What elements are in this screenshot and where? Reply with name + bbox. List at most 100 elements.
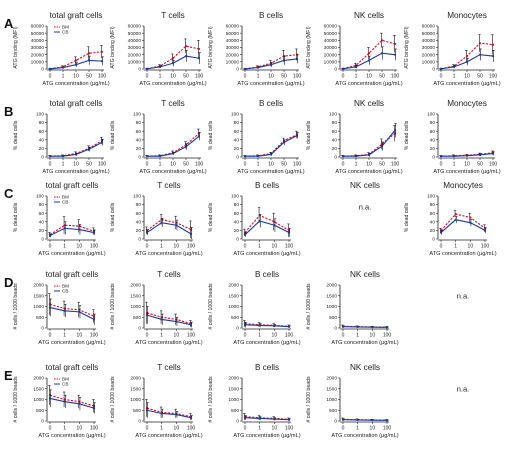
series-bm [243,207,291,237]
data-point [184,145,188,148]
data-point [87,52,91,55]
data-point [454,212,457,216]
y-tick-label: 30000 [128,45,142,51]
series-bm [48,293,96,323]
y-tick-label: 40000 [422,38,436,44]
series-cb [341,123,397,158]
x-tick-label: 0 [440,162,443,168]
data-point [465,60,469,63]
y-tick-label: 30000 [324,45,338,51]
data-point [282,141,286,144]
y-axis-label: % dead cells [306,120,312,150]
y-tick-label: 1000 [130,304,141,310]
x-tick-label: 10 [174,426,180,432]
data-point [74,59,78,62]
y-axis-label: ATG binding (MFI) [306,26,312,69]
y-tick-label: 2000 [130,376,141,382]
panel-title: T cells [161,11,185,20]
y-tick-label: 40 [234,137,240,143]
series-cb [341,325,389,329]
panel-d-5: n.a. [457,292,470,301]
series-cb [243,54,299,71]
x-tick-label: 50 [477,162,483,168]
legend-label-cb: CB [62,200,68,205]
y-tick-label: 40 [430,137,436,143]
y-tick-label: 60 [39,129,45,135]
x-tick-label: 100 [391,162,400,168]
y-tick-label: 20 [39,228,45,234]
data-point [478,42,482,45]
panel-b-2: T cells 0 20 40 60 80 100 0 1 10 50 100 % dead cells… [110,99,207,175]
data-point [184,44,188,48]
x-tick-label: 1 [62,74,65,80]
data-point [197,135,201,138]
panel-title: NK cells [350,270,380,279]
x-tick-label: 1 [63,333,66,339]
series-cb [243,321,291,328]
panel-b-3: B cells 0 20 40 60 80 100 0 1 10 50 100 % dead cells… [208,99,305,175]
y-tick-label: 0 [334,67,337,73]
x-axis-label: ATG concentration (µg/mL) [237,81,304,87]
x-tick-label: 100 [285,333,294,339]
data-point [92,318,96,321]
y-tick-label: 60 [234,129,240,135]
data-point [439,231,443,234]
data-point [145,314,149,317]
data-point [243,67,247,71]
data-point [171,152,175,155]
y-tick-label: 40000 [128,38,142,44]
legend-label-bm: BM [62,284,69,289]
data-point [145,155,149,158]
series-line [146,312,192,325]
y-tick-label: 0 [41,155,44,161]
data-point [454,218,457,221]
y-tick-label: 20 [430,146,436,152]
panel-title: total graft cells [46,270,99,279]
x-tick-label: 0 [49,426,52,432]
x-tick-label: 100 [489,162,498,168]
y-tick-label: 0 [138,67,141,73]
data-point [160,412,163,415]
y-tick-label: 50000 [324,31,338,37]
panel-title: T cells [157,363,181,372]
x-axis-label: ATG concentration (µg/mL) [135,340,202,346]
data-point [356,325,359,329]
series-cb [243,415,291,421]
y-tick-label: 60000 [226,24,240,30]
panel-c-1: total graft cells 0 20 40 60 80 100 0 1 10 100 % de… [13,181,106,257]
x-tick-label: 0 [49,74,52,80]
series-line [49,307,95,320]
y-tick-label: 40 [136,219,142,225]
data-point [100,141,104,144]
x-tick-label: 1 [356,426,359,432]
data-point [452,65,456,68]
panel-d-2: T cells 0 500 1000 1500 2000 0 1 10 100 # cells / … [110,270,203,346]
y-tick-label: 1000 [33,397,44,403]
x-tick-label: 1 [258,333,261,339]
y-axis-label: % dead cells [110,120,116,150]
y-tick-label: 0 [236,155,239,161]
y-tick-label: 80 [332,120,338,126]
data-point [158,155,162,158]
data-point [175,224,178,227]
data-point [469,221,472,224]
series-line [146,409,192,419]
panel-title: B cells [259,99,283,108]
y-axis-label: ATG binding (MFI) [13,26,19,69]
y-tick-label: 60 [430,129,436,135]
y-tick-label: 60 [39,211,45,217]
x-tick-label: 10 [272,333,278,339]
y-tick-label: 20000 [324,52,338,58]
panel-title: T cells [157,270,181,279]
panel-title: total graft cells [46,363,99,372]
data-point [478,153,482,156]
x-tick-label: 100 [187,333,196,339]
y-tick-label: 500 [231,315,239,321]
data-point [256,155,260,158]
data-point [269,153,273,156]
panel-d-3: B cells 0 500 1000 1500 2000 0 1 10 100 # cells / … [208,270,301,346]
x-axis-label: ATG concentration (µg/mL) [429,251,496,257]
x-tick-label: 0 [146,244,149,250]
x-tick-label: 10 [272,244,278,250]
